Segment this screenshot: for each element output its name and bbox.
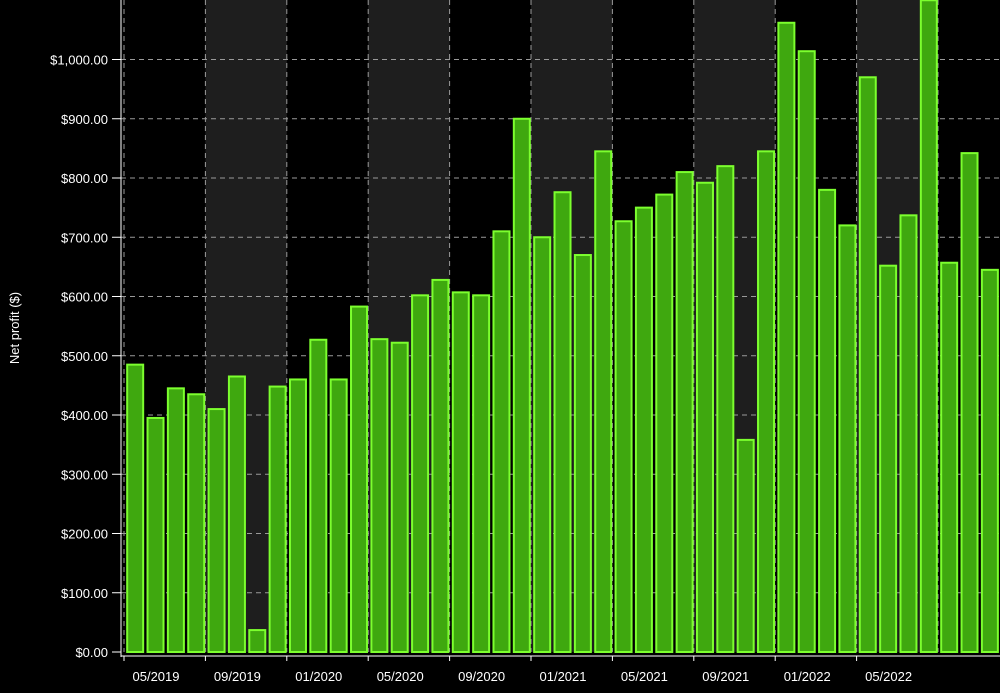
x-tick-label: 05/2022 (865, 669, 912, 684)
bar (818, 188, 837, 653)
bar (329, 378, 348, 653)
bar (614, 220, 633, 653)
bar (553, 191, 572, 653)
bar (472, 294, 491, 653)
y-axis-title: Net profit ($) (7, 292, 22, 364)
bar (166, 387, 185, 653)
bar (248, 629, 267, 654)
bar (919, 0, 938, 653)
x-tick-labels: 05/2019 09/2019 01/2020 05/2020 09/2020 01/20… (133, 669, 913, 684)
x-tick-label: 05/2020 (377, 669, 424, 684)
y-tick-labels: $0.00 $100.00 $200.00 $300.00 $400.00 $500.00… (50, 53, 108, 661)
bar (309, 338, 328, 653)
bar (227, 375, 246, 653)
bar (980, 268, 999, 653)
bar (187, 393, 206, 653)
bar (716, 165, 735, 653)
bar (960, 152, 979, 654)
x-tick-label: 01/2020 (295, 669, 342, 684)
x-tick-label: 01/2021 (540, 669, 587, 684)
bar (736, 438, 755, 654)
bar (207, 408, 226, 654)
x-tick-label: 09/2019 (214, 669, 261, 684)
y-tick-label: $500.00 (61, 349, 108, 364)
bar (451, 291, 470, 653)
bars (126, 0, 999, 654)
y-tick-label: $0.00 (75, 645, 108, 660)
bar (838, 224, 857, 653)
bar (634, 206, 653, 653)
x-tick-label: 09/2021 (702, 669, 749, 684)
bar (268, 385, 287, 653)
bar (573, 254, 592, 653)
y-tick-label: $700.00 (61, 230, 108, 245)
bar (146, 416, 165, 653)
y-tick-label: $1,000.00 (50, 53, 108, 68)
y-tick-label: $600.00 (61, 290, 108, 305)
y-tick-label: $800.00 (61, 171, 108, 186)
bar (370, 338, 389, 653)
bar (879, 264, 898, 653)
bar (512, 117, 531, 653)
y-tick-label: $400.00 (61, 408, 108, 423)
x-tick-label: 01/2022 (784, 669, 831, 684)
y-tick-label: $900.00 (61, 112, 108, 127)
bar (411, 294, 430, 653)
bar (594, 150, 613, 653)
y-tick-label: $200.00 (61, 527, 108, 542)
x-tick-label: 09/2020 (458, 669, 505, 684)
bar (126, 363, 145, 653)
bar (533, 236, 552, 653)
bar (858, 76, 877, 653)
bar (390, 341, 409, 653)
bar (777, 21, 796, 653)
bar (940, 261, 959, 653)
bar (757, 150, 776, 653)
bar (797, 50, 816, 653)
bar (431, 278, 450, 653)
bar (899, 214, 918, 653)
y-tick-label: $300.00 (61, 467, 108, 482)
bar (655, 193, 674, 653)
y-tick-label: $100.00 (61, 586, 108, 601)
bar (350, 305, 369, 653)
bar (695, 181, 714, 654)
axes (112, 0, 1000, 661)
bar (288, 378, 307, 653)
x-tick-label: 05/2019 (133, 669, 180, 684)
bar (675, 171, 694, 653)
x-tick-label: 05/2021 (621, 669, 668, 684)
bar (492, 230, 511, 653)
